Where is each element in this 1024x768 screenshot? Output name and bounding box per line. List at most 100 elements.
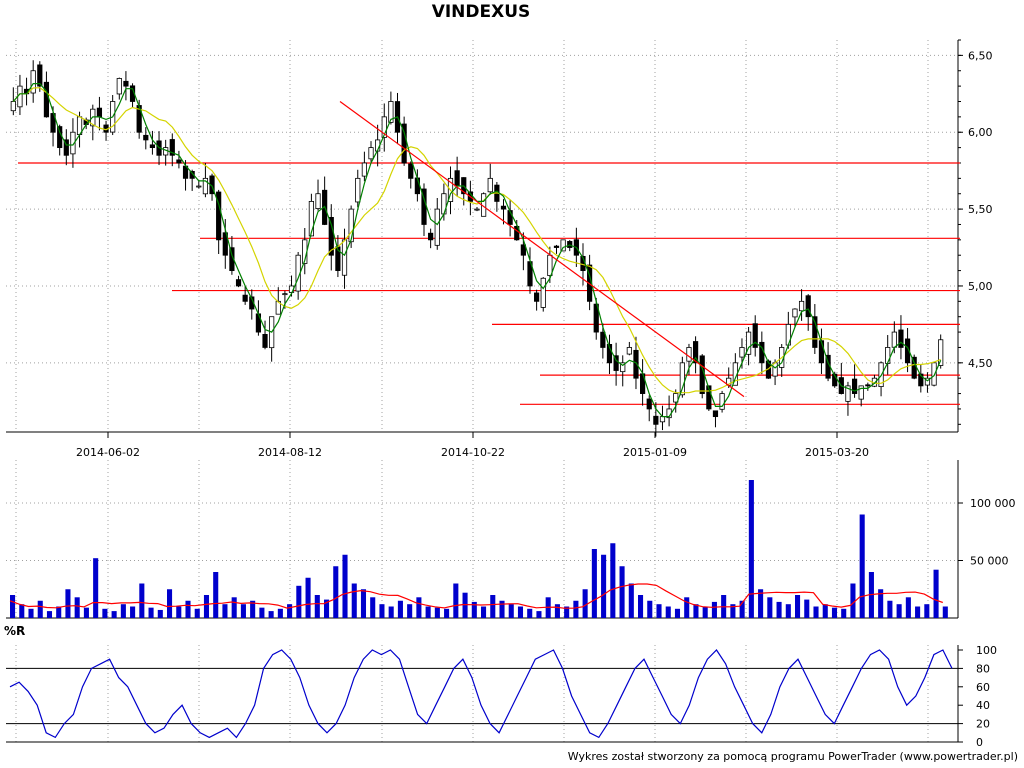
candle-body: [600, 331, 606, 348]
candle-body: [408, 163, 414, 179]
candle-body: [123, 80, 129, 87]
candle-body: [620, 362, 626, 373]
volume-bar: [582, 589, 588, 618]
volume-bar: [554, 604, 560, 618]
candle-body: [898, 329, 904, 348]
volume-average-line: [9, 583, 944, 609]
volume-bar: [656, 604, 662, 618]
volume-bar: [120, 604, 126, 618]
volume-bar: [831, 607, 838, 618]
volume-bar: [739, 600, 745, 618]
candle-body: [43, 81, 50, 118]
volume-bar: [65, 589, 71, 618]
candle-body: [692, 341, 699, 364]
volume-bar: [351, 583, 357, 618]
volume-bar: [444, 608, 450, 618]
volume-bar: [167, 589, 173, 618]
candle-body: [454, 170, 460, 187]
williams-r-panel: 100 80 60 40 20 0: [6, 644, 997, 749]
candle-body: [328, 217, 334, 256]
volume-bar: [139, 583, 145, 618]
volume-bar: [887, 600, 893, 618]
candle-body: [865, 384, 871, 387]
volume-bar: [730, 604, 736, 618]
x-tick-label: 2014-08-12: [258, 446, 322, 459]
candle-body: [308, 201, 314, 237]
candle-body: [805, 295, 811, 318]
volume-bar: [573, 600, 579, 618]
candle-body: [739, 347, 745, 358]
volume-bar: [933, 569, 939, 618]
volume-bar: [157, 609, 163, 618]
volume-bar: [915, 606, 921, 618]
candle-body: [534, 292, 540, 302]
volume-bar: [536, 611, 542, 618]
candle-body: [30, 70, 36, 94]
volume-bar: [388, 606, 394, 618]
candle-body: [924, 377, 931, 386]
candle-body: [845, 385, 851, 402]
volume-bar: [259, 607, 265, 618]
volume-bar: [711, 601, 717, 618]
volume-bar: [924, 604, 930, 618]
candle-body: [659, 416, 666, 423]
volume-bar: [462, 592, 468, 618]
volume-bar: [130, 606, 136, 618]
volume-bar: [277, 608, 283, 618]
wr-y-tick-label: 80: [976, 662, 990, 675]
volume-bar: [822, 604, 828, 618]
volume-bar: [416, 597, 422, 618]
volume-bar: [785, 604, 791, 618]
volume-bar: [795, 595, 801, 618]
volume-bar: [665, 606, 671, 618]
volume-bar: [213, 572, 219, 618]
volume-y-tick-label: 100 000: [970, 497, 1016, 510]
candle-body: [222, 232, 228, 256]
volume-bar: [767, 597, 773, 618]
candle-body: [686, 347, 692, 362]
volume-bar: [481, 606, 487, 618]
volume-bar: [942, 606, 948, 618]
moving-average-long-line: [12, 87, 941, 394]
volume-bar: [850, 583, 856, 618]
candle-body: [149, 144, 156, 149]
volume-bar: [758, 589, 764, 618]
volume-bar: [508, 604, 514, 618]
volume-bar: [517, 606, 524, 618]
candle-body: [646, 398, 652, 410]
wr-y-tick-label: 60: [976, 681, 990, 694]
volume-bar: [296, 585, 302, 618]
volume-bar: [268, 611, 274, 618]
volume-bar: [314, 595, 320, 618]
volume-bar: [176, 606, 182, 618]
candle-body: [388, 101, 394, 123]
candle-body: [348, 208, 354, 243]
candle-body: [514, 225, 520, 241]
downtrend-line: [339, 101, 745, 398]
volume-bar: [684, 597, 690, 618]
candle-body: [653, 415, 659, 425]
candle-body: [262, 334, 268, 348]
candle-body: [938, 339, 944, 366]
candle-body: [361, 162, 367, 177]
candle-body: [885, 347, 891, 364]
y-tick-label: 5,00: [968, 280, 993, 293]
footer-credit: Wykres został stworzony za pomocą progra…: [567, 750, 1018, 763]
candle-body: [381, 116, 387, 138]
volume-bar: [148, 607, 154, 618]
candle-body: [792, 308, 798, 318]
volume-bar: [74, 597, 80, 618]
volume-bar: [83, 607, 89, 618]
volume-bar: [333, 566, 339, 618]
volume-bar: [638, 595, 644, 618]
wr-y-tick-label: 20: [976, 718, 990, 731]
volume-bar: [564, 606, 570, 618]
volume-bar: [647, 600, 653, 618]
y-tick-label: 4,50: [968, 357, 993, 370]
volume-bar: [407, 604, 413, 618]
candle-body: [116, 78, 122, 95]
volume-panel: 100 000 50 000: [6, 460, 1016, 619]
volume-bar: [222, 604, 228, 618]
volume-bar: [342, 554, 348, 618]
